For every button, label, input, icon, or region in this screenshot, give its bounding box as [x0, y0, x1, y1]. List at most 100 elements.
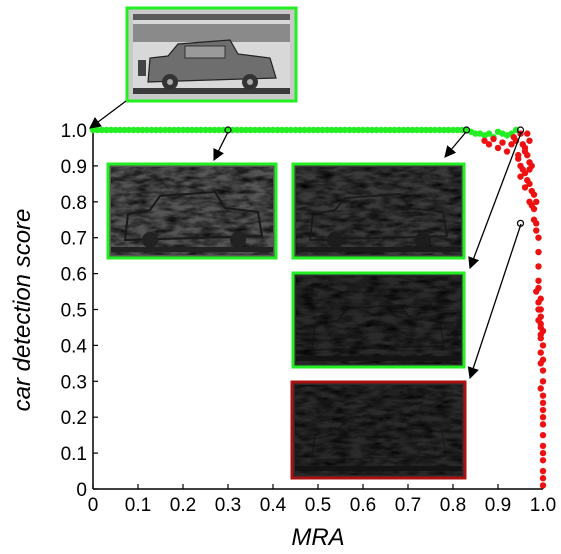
- point-detected: [125, 126, 133, 134]
- point-detected: [233, 126, 241, 134]
- point-detected: [265, 126, 272, 134]
- point-detected: [332, 126, 340, 134]
- point-detected: [301, 126, 308, 134]
- x-ticks: 0 0.1 0.2 0.3 0.4 0.5 0.6 0.7 0.8 0.9 1.0: [88, 484, 556, 516]
- point-detected: [247, 126, 254, 134]
- point-detected: [364, 126, 371, 134]
- point-detected: [175, 126, 182, 134]
- point-detected: [188, 126, 196, 134]
- point-detected: [449, 126, 457, 134]
- point-detected: [359, 126, 367, 134]
- point-detected: [368, 126, 376, 134]
- point-detected: [386, 126, 394, 134]
- point-not-detected: [539, 449, 547, 457]
- point-detected: [314, 126, 322, 134]
- point-detected: [274, 126, 281, 134]
- point-not-detected: [490, 135, 497, 143]
- point-detected: [211, 126, 218, 134]
- point-not-detected: [539, 467, 547, 475]
- point-not-detected: [539, 482, 547, 489]
- point-not-detected: [537, 385, 544, 392]
- point-detected: [422, 126, 430, 134]
- point-detected: [256, 126, 263, 134]
- point-not-detected: [528, 162, 535, 170]
- point-not-detected: [539, 392, 547, 399]
- x-tick-label: 0.5: [305, 495, 331, 516]
- point-detected: [310, 126, 317, 134]
- point-detected: [440, 126, 448, 134]
- point-detected: [121, 126, 128, 134]
- x-tick-label: 1.0: [530, 495, 556, 516]
- point-not-detected: [515, 155, 522, 162]
- point-not-detected: [535, 234, 542, 241]
- inset-a: [106, 162, 278, 260]
- point-not-detected: [535, 284, 542, 292]
- point-detected: [287, 126, 295, 134]
- point-detected: [215, 126, 223, 134]
- point-not-detected: [535, 306, 542, 313]
- point-detected: [193, 126, 200, 134]
- point-detected: [202, 126, 209, 134]
- point-not-detected: [539, 457, 547, 464]
- point-not-detected: [535, 277, 542, 284]
- arrow-d: [467, 223, 522, 380]
- point-not-detected: [530, 191, 538, 198]
- point-detected: [373, 126, 380, 134]
- point-detected: [134, 126, 142, 134]
- inset-images: [106, 6, 467, 480]
- point-detected: [341, 126, 349, 134]
- point-not-detected: [524, 151, 531, 159]
- x-tick-label: 0.7: [395, 495, 421, 516]
- y-tick-label: 0.9: [61, 157, 87, 178]
- point-detected: [103, 126, 110, 134]
- point-detected: [224, 126, 232, 134]
- x-tick-label: 0.9: [485, 495, 511, 516]
- y-tick-label: 0.3: [61, 372, 87, 393]
- point-not-detected: [503, 148, 511, 155]
- x-tick-label: 0.2: [170, 495, 196, 516]
- point-detected: [413, 126, 421, 134]
- y-tick-label: 0.2: [61, 408, 87, 429]
- y-tick-label: 0.8: [61, 193, 87, 214]
- point-not-detected: [521, 169, 529, 177]
- point-detected: [418, 126, 425, 134]
- point-detected: [283, 126, 290, 134]
- point-detected: [445, 126, 452, 134]
- y-tick-label: 0.7: [61, 229, 87, 250]
- point-detected: [161, 126, 169, 134]
- point-not-detected: [535, 299, 542, 306]
- point-not-detected: [539, 406, 547, 414]
- point-not-detected: [535, 317, 542, 324]
- point-not-detected: [508, 141, 515, 148]
- point-not-detected: [539, 378, 547, 385]
- y-tick-label: 1.0: [61, 121, 87, 142]
- arrow-c: [468, 132, 522, 270]
- point-detected: [152, 126, 160, 134]
- point-not-detected: [539, 342, 547, 349]
- point-not-detected: [539, 399, 547, 407]
- point-not-detected: [533, 198, 540, 205]
- data-points: [89, 126, 547, 489]
- point-detected: [184, 126, 191, 134]
- point-not-detected: [524, 130, 531, 137]
- point-detected: [112, 126, 119, 134]
- point-detected: [116, 126, 124, 134]
- x-tick-label: 0.4: [260, 495, 287, 516]
- point-detected: [206, 126, 214, 134]
- point-detected: [323, 126, 331, 134]
- arrow-b: [444, 131, 467, 158]
- point-detected: [391, 126, 398, 134]
- point-detected: [409, 126, 416, 134]
- y-ticks: 0 0.1 0.2 0.3 0.4 0.5 0.6 0.7 0.8 0.9 1.0: [61, 121, 98, 501]
- y-axis-title: car detection score: [9, 209, 36, 412]
- point-detected: [319, 126, 326, 134]
- arrow-original: [89, 100, 127, 129]
- point-detected: [296, 126, 304, 134]
- point-not-detected: [535, 263, 542, 270]
- point-detected: [157, 126, 164, 134]
- point-not-detected: [485, 141, 493, 148]
- x-axis-title: MRA: [291, 524, 344, 551]
- arrow-a: [213, 131, 229, 162]
- x-tick-label: 0.3: [215, 495, 241, 516]
- point-not-detected: [530, 205, 538, 213]
